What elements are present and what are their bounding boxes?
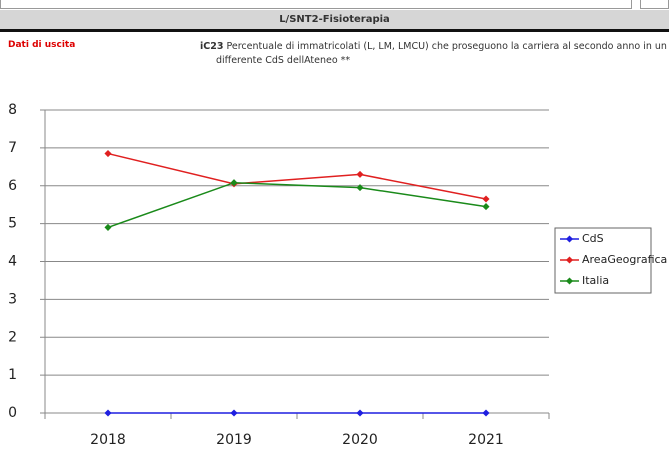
point: [104, 150, 112, 158]
x-tick-label: 2021: [468, 432, 504, 448]
y-tick-label: 7: [8, 140, 17, 156]
y-tick-label: 5: [8, 216, 17, 232]
frame: [0, 0, 632, 9]
y-tick-label: 0: [8, 405, 17, 421]
legend-label: CdS: [582, 232, 604, 245]
point: [230, 179, 238, 187]
x-tick-label: 2018: [90, 432, 126, 448]
legend-marker: [565, 277, 574, 285]
y-tick-label: 8: [8, 102, 17, 118]
point: [104, 223, 112, 231]
point: [482, 409, 490, 417]
point: [356, 409, 364, 417]
y-tick-label: 6: [8, 178, 17, 194]
legend-label: Italia: [582, 274, 609, 287]
point: [356, 184, 364, 192]
section-label: Dati di uscita: [8, 40, 76, 50]
y-tick-label: 1: [8, 367, 17, 383]
point: [356, 170, 364, 178]
legend-marker: [565, 256, 574, 264]
indicator-description: iC23 Percentuale di immatricolati (L, LM…: [200, 40, 669, 68]
x-tick-label: 2020: [342, 432, 378, 448]
y-tick-label: 2: [8, 329, 17, 345]
series-line: [107, 152, 487, 200]
point: [230, 409, 238, 417]
y-tick-label: 3: [8, 291, 17, 307]
header-title: L/SNT2-Fisioterapia: [0, 10, 669, 32]
series-line: [107, 181, 487, 229]
indicator-code: iC23: [200, 41, 224, 52]
point: [482, 203, 490, 211]
point: [104, 409, 112, 417]
legend-label: AreaGeografica: [582, 253, 667, 266]
indicator-text: Percentuale di immatricolati (L, LM, LMC…: [216, 41, 667, 66]
y-tick-label: 4: [8, 254, 17, 270]
legend-marker: [565, 235, 574, 243]
x-tick-label: 2019: [216, 432, 252, 448]
point: [482, 195, 490, 203]
